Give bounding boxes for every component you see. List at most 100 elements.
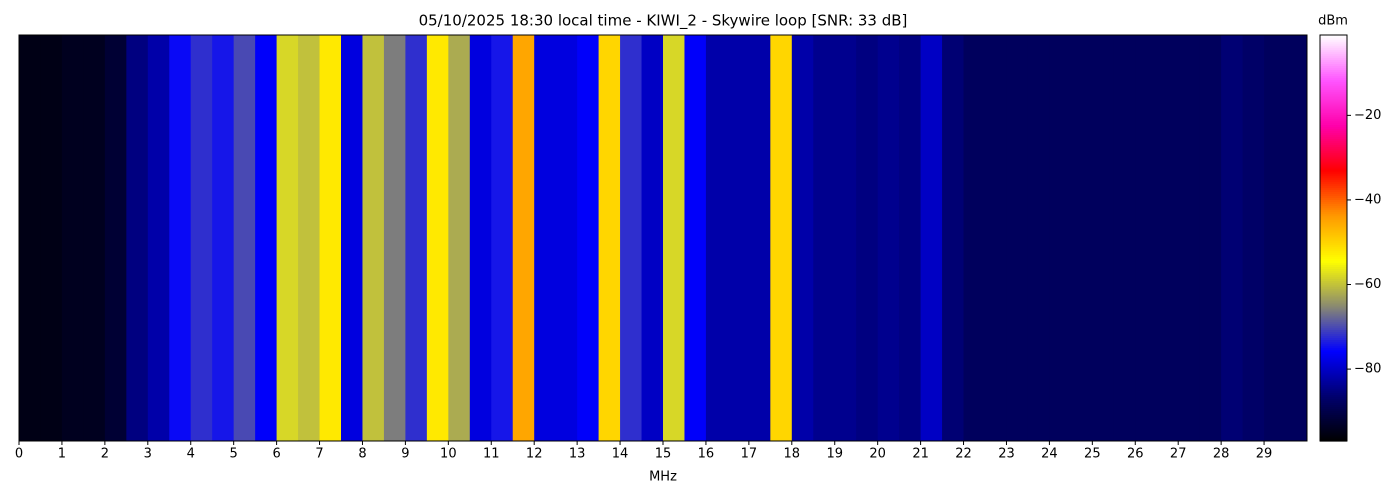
x-tick-label: 23	[998, 447, 1015, 462]
colorbar-step	[1320, 309, 1347, 312]
x-tick-label: 13	[569, 447, 586, 462]
colorbar-step	[1320, 374, 1347, 377]
colorbar-step	[1320, 43, 1347, 46]
colorbar-step	[1320, 213, 1347, 217]
colorbar-step	[1320, 114, 1347, 117]
colorbar-step	[1320, 55, 1347, 58]
colorbar-step	[1320, 292, 1347, 296]
colorbar-step	[1320, 341, 1347, 345]
x-tick-label: 28	[1213, 447, 1230, 462]
colorbar-step	[1320, 108, 1347, 111]
colorbar-step	[1320, 63, 1347, 67]
heatmap-cell	[555, 35, 578, 441]
colorbar-step	[1320, 65, 1347, 69]
colorbar-step	[1320, 256, 1347, 259]
heatmap-cell	[1049, 35, 1072, 441]
x-tick-label: 29	[1256, 447, 1273, 462]
colorbar-step	[1320, 110, 1347, 113]
colorbar-step	[1320, 434, 1347, 438]
x-tick-label: 2	[101, 447, 109, 462]
colorbar-step	[1320, 428, 1347, 432]
heatmap-cell	[1156, 35, 1179, 441]
colorbar-step	[1320, 140, 1347, 144]
colorbar-step	[1320, 219, 1347, 223]
colorbar-step	[1320, 120, 1347, 123]
colorbar-step	[1320, 430, 1347, 434]
colorbar-step	[1320, 227, 1347, 231]
colorbar-step	[1320, 286, 1347, 290]
colorbar-step	[1320, 327, 1347, 330]
heatmap-cell	[1070, 35, 1093, 441]
colorbar-step	[1320, 73, 1347, 77]
colorbar-step	[1320, 398, 1347, 401]
colorbar-step	[1320, 146, 1347, 150]
x-tick-label: 12	[526, 447, 543, 462]
heatmap-cell	[1178, 35, 1201, 441]
heatmap-cell	[1135, 35, 1158, 441]
colorbar-step	[1320, 380, 1347, 383]
x-tick-label: 11	[483, 447, 500, 462]
colorbar-step	[1320, 337, 1347, 341]
colorbar-step	[1320, 343, 1347, 347]
heatmap-cell	[512, 35, 535, 441]
colorbar-step	[1320, 376, 1347, 379]
colorbar-step	[1320, 412, 1347, 416]
heatmap-cell	[147, 35, 170, 441]
colorbar-step	[1320, 61, 1347, 65]
colorbar-step	[1320, 349, 1347, 353]
x-tick-label: 6	[272, 447, 280, 462]
heatmap-cell	[877, 35, 900, 441]
colorbar-step	[1320, 331, 1347, 335]
heatmap-cell	[469, 35, 492, 441]
colorbar-step	[1320, 89, 1347, 93]
colorbar-step	[1320, 160, 1347, 164]
colorbar-step	[1320, 47, 1347, 50]
x-tick-label: 22	[955, 447, 972, 462]
colorbar-step	[1320, 45, 1347, 48]
colorbar-step	[1320, 300, 1347, 304]
heatmap-cell	[276, 35, 299, 441]
heatmap-cell	[727, 35, 750, 441]
colorbar-step	[1320, 142, 1347, 146]
colorbar-step	[1320, 284, 1347, 288]
colorbar-step	[1320, 288, 1347, 292]
colorbar-step	[1320, 351, 1347, 355]
colorbar-step	[1320, 355, 1347, 359]
colorbar-step	[1320, 246, 1347, 249]
colorbar-step	[1320, 39, 1347, 42]
colorbar-step	[1320, 199, 1347, 203]
heatmap-cell	[255, 35, 278, 441]
heatmap-cell	[169, 35, 192, 441]
colorbar-step	[1320, 211, 1347, 215]
colorbar-step	[1320, 134, 1347, 138]
colorbar-step	[1320, 400, 1347, 404]
colorbar-step	[1320, 183, 1347, 186]
colorbar-step	[1320, 422, 1347, 426]
colorbar-tick-label: −20	[1354, 108, 1381, 123]
colorbar-step	[1320, 410, 1347, 414]
heatmap-cell	[426, 35, 449, 441]
x-tick-label: 19	[826, 447, 843, 462]
x-tick-label: 0	[15, 447, 23, 462]
x-tick-label: 10	[440, 447, 457, 462]
colorbar-step	[1320, 83, 1347, 87]
colorbar-step	[1320, 77, 1347, 81]
colorbar-step	[1320, 173, 1347, 176]
colorbar-tick-label: −80	[1354, 362, 1381, 377]
colorbar-step	[1320, 333, 1347, 337]
colorbar-step	[1320, 207, 1347, 211]
colorbar-step	[1320, 378, 1347, 381]
x-tick-label: 20	[869, 447, 886, 462]
colorbar-step	[1320, 79, 1347, 83]
colorbar-step	[1320, 215, 1347, 219]
heatmap-cell	[620, 35, 643, 441]
colorbar-step	[1320, 130, 1347, 134]
colorbar-step	[1320, 185, 1347, 188]
colorbar-step	[1320, 242, 1347, 245]
colorbar-step	[1320, 298, 1347, 302]
x-tick-label: 14	[612, 447, 629, 462]
colorbar-step	[1320, 325, 1347, 328]
colorbar-step	[1320, 420, 1347, 424]
colorbar-step	[1320, 418, 1347, 422]
